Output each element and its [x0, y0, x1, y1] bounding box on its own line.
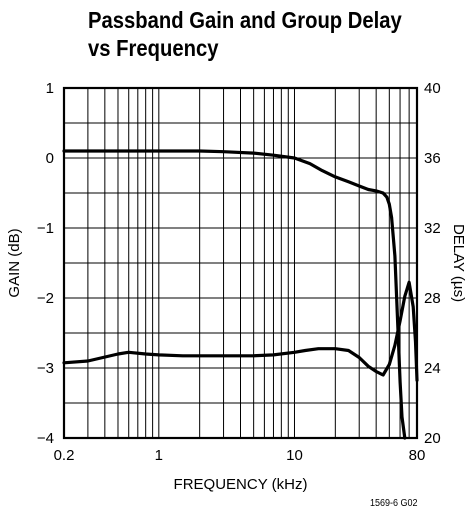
y-right-tick-label: 32	[424, 220, 441, 237]
y-right-tick-label: 40	[424, 80, 441, 97]
y-left-tick-label: 1	[46, 80, 54, 97]
y-right-tick-label: 24	[424, 360, 441, 377]
y-left-tick-label: −4	[37, 430, 54, 447]
plot-frame	[62, 86, 419, 440]
x-tick-label: 1	[155, 447, 163, 464]
y-left-tick-label: −2	[37, 290, 54, 307]
chart-title: Passband Gain and Group Delay vs Frequen…	[88, 6, 402, 62]
grid-layer	[64, 88, 417, 438]
y-axis-label-right: DELAY (µs)	[450, 224, 467, 302]
series-layer	[62, 149, 419, 440]
x-tick-label: 10	[286, 447, 303, 464]
y-right-tick-label: 36	[424, 150, 441, 167]
y-right-tick-label: 20	[424, 430, 441, 447]
y-axis-label-left: GAIN (dB)	[6, 228, 23, 297]
chart-title-line-2: vs Frequency	[88, 35, 219, 61]
x-axis-label: FREQUENCY (kHz)	[174, 476, 308, 493]
x-tick-label: 80	[409, 447, 426, 464]
y-left-tick-label: −1	[37, 220, 54, 237]
y-right-tick-label: 28	[424, 290, 441, 307]
y-left-tick-label: 0	[46, 150, 54, 167]
chart-title-line-1: Passband Gain and Group Delay	[88, 7, 402, 33]
figure-id: 1569-6 G02	[370, 498, 418, 509]
y-left-tick-label: −3	[37, 360, 54, 377]
delay-curve	[62, 280, 419, 382]
gain-curve	[62, 149, 407, 440]
x-tick-label: 0.2	[54, 447, 75, 464]
